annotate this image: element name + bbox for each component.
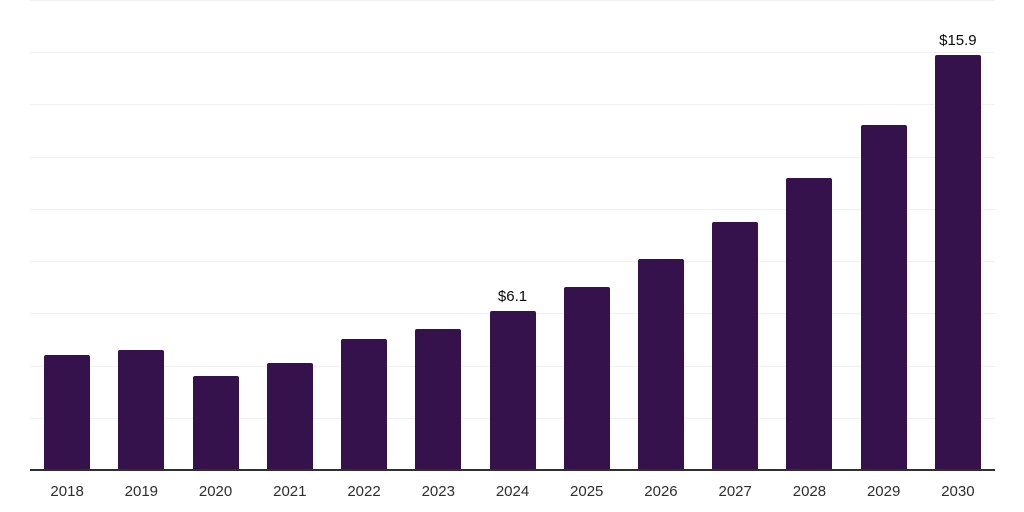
plot-area: $6.1 $15.9 xyxy=(30,0,995,470)
bar-value-label-2024: $6.1 xyxy=(497,287,528,305)
gridline xyxy=(30,52,995,54)
x-tick-label-2025: 2025 xyxy=(570,483,604,500)
bar-2026 xyxy=(637,258,684,470)
x-tick-label-2022: 2022 xyxy=(347,483,381,500)
bar-2019 xyxy=(118,349,165,470)
x-tick-label-2026: 2026 xyxy=(644,483,678,500)
x-tick-label-2018: 2018 xyxy=(50,483,84,500)
bar-2018 xyxy=(44,355,91,470)
bar-2027 xyxy=(712,221,759,470)
gridline xyxy=(30,104,995,106)
x-tick-label-2019: 2019 xyxy=(124,483,159,500)
bar-2020 xyxy=(192,376,239,470)
bar-2021 xyxy=(266,362,313,470)
x-axis-line xyxy=(30,469,995,471)
gridline xyxy=(30,261,995,263)
bar-2030 xyxy=(934,54,981,470)
gridline xyxy=(30,156,995,158)
x-tick-label-2020: 2020 xyxy=(198,483,233,500)
bar-value-label-2030: $15.9 xyxy=(939,31,977,49)
x-axis-labels: 2018 2019 2020 2021 2022 2023 2024 2025 2026 2027… xyxy=(30,484,995,504)
bar-2024 xyxy=(489,310,536,470)
bar-2022 xyxy=(341,339,388,470)
gridline xyxy=(30,0,995,1)
bar-2029 xyxy=(860,125,907,470)
x-tick-label-2027: 2027 xyxy=(718,483,752,500)
gridline xyxy=(30,208,995,210)
x-tick-label-2023: 2023 xyxy=(421,483,455,500)
x-tick-label-2028: 2028 xyxy=(792,483,827,500)
bar-2025 xyxy=(563,287,610,470)
bar-2023 xyxy=(415,329,462,470)
x-tick-label-2030: 2030 xyxy=(941,483,975,500)
x-tick-label-2024: 2024 xyxy=(495,483,530,500)
x-tick-label-2021: 2021 xyxy=(273,483,307,500)
x-tick-label-2029: 2029 xyxy=(866,483,901,500)
bar-2028 xyxy=(786,177,833,470)
